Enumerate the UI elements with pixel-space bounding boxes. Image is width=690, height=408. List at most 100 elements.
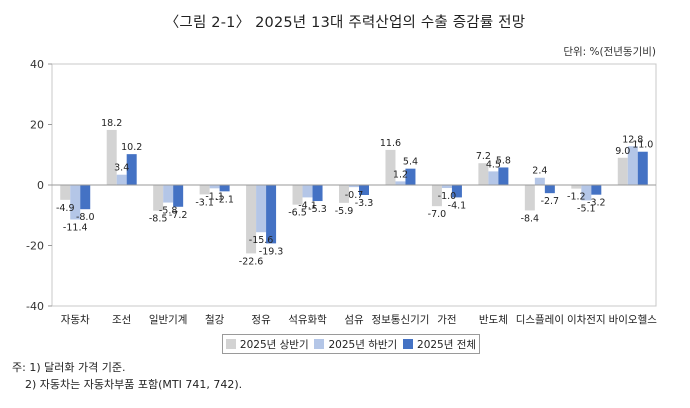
y-tick-label: 20 — [30, 119, 44, 132]
data-label: -1.2 — [567, 192, 586, 203]
data-label: 4.5 — [486, 159, 501, 170]
bar — [478, 163, 489, 185]
data-label: 7.2 — [476, 151, 491, 162]
legend-item-second-half: 2025년 하반기 — [314, 337, 397, 352]
x-tick-label: 석유화학 — [288, 314, 327, 326]
data-label: 11.0 — [632, 140, 653, 151]
data-label: -5.9 — [335, 206, 354, 217]
data-label: -8.4 — [521, 213, 540, 224]
bar — [431, 185, 442, 207]
x-tick-label: 이차전지 — [567, 314, 606, 326]
data-label: -4.1 — [448, 200, 467, 211]
bar — [451, 185, 462, 198]
y-tick-label: -20 — [26, 240, 44, 253]
legend-swatch-second-half — [314, 339, 325, 349]
bar-chart: 40200-20-40-4.9-11.4-8.018.23.410.2-8.5-… — [26, 58, 658, 326]
data-label: -8.0 — [76, 212, 95, 223]
data-label: -3.1 — [195, 197, 214, 208]
x-tick-label: 가전 — [437, 314, 456, 326]
y-tick-label: 40 — [30, 58, 44, 71]
bar — [153, 185, 164, 211]
data-label: 9.0 — [615, 146, 630, 157]
bar — [571, 185, 582, 189]
footnotes: 주: 1) 달러화 가격 기준. 2) 자동차는 자동차부품 포함(MTI 74… — [12, 359, 242, 393]
bar — [106, 129, 117, 185]
bar — [385, 149, 396, 185]
bar — [617, 157, 628, 185]
bar — [581, 185, 592, 201]
unit-label: 단위: %(전년동기비) — [563, 46, 656, 58]
data-label: 2.4 — [532, 166, 547, 177]
y-tick-label: -40 — [26, 300, 44, 313]
bar — [339, 185, 349, 203]
data-label: -6.5 — [288, 208, 307, 219]
bar — [173, 185, 184, 207]
bar — [116, 174, 127, 185]
data-label: -3.2 — [587, 198, 606, 209]
bar — [488, 171, 499, 185]
bar — [70, 185, 81, 220]
bar — [256, 185, 267, 233]
data-label: -1.0 — [438, 191, 457, 202]
data-label: -2.1 — [215, 194, 234, 205]
data-label: -2.7 — [541, 196, 560, 207]
bar — [627, 146, 638, 185]
bar — [266, 185, 277, 244]
bar — [405, 168, 416, 185]
data-label: -5.1 — [577, 203, 596, 214]
x-tick-label: 철강 — [205, 314, 225, 326]
data-label: -7.2 — [169, 210, 188, 221]
legend-item-full-year: 2025년 전체 — [403, 337, 476, 352]
data-label: -8.5 — [149, 214, 168, 225]
bar — [312, 185, 323, 202]
data-label: -4.9 — [56, 203, 75, 214]
bar — [80, 185, 91, 210]
data-label: -1.1 — [205, 191, 224, 202]
data-label: 1.2 — [393, 169, 408, 180]
data-label: -19.3 — [259, 246, 284, 257]
bar — [126, 154, 137, 185]
legend-swatch-first-half — [225, 339, 236, 349]
data-label: 3.4 — [114, 163, 129, 174]
bar — [524, 185, 535, 211]
data-label: -5.8 — [159, 206, 178, 217]
x-tick-label: 정보통신기기 — [371, 314, 429, 326]
legend-label-full-year: 2025년 전체 — [417, 338, 477, 351]
data-label: 12.8 — [622, 134, 643, 145]
data-label: 10.2 — [121, 142, 142, 153]
x-tick-label: 디스플레이 — [516, 314, 564, 326]
bar — [544, 185, 555, 194]
x-tick-label: 섬유 — [344, 314, 364, 326]
bar — [395, 181, 406, 185]
x-tick-label: 일반기계 — [149, 313, 188, 326]
bar — [534, 177, 545, 185]
data-label: 18.2 — [101, 118, 122, 129]
bar — [246, 185, 257, 254]
bar — [209, 185, 220, 189]
data-label: -4.1 — [298, 200, 317, 211]
bar — [219, 185, 230, 192]
bar — [637, 151, 648, 185]
legend-swatch-full-year — [403, 339, 414, 349]
x-tick-label: 조선 — [112, 314, 131, 326]
bar — [302, 185, 313, 198]
bar — [60, 185, 71, 200]
data-label: 11.6 — [380, 138, 401, 149]
data-label: 5.4 — [403, 157, 418, 168]
x-tick-label: 자동차 — [61, 314, 90, 326]
bar — [591, 185, 602, 195]
x-tick-label: 정유 — [251, 314, 271, 326]
x-tick-label: 바이오헬스 — [609, 314, 658, 326]
x-tick-label: 반도체 — [479, 314, 508, 326]
bar — [441, 185, 452, 189]
legend-label-first-half: 2025년 상반기 — [239, 338, 309, 351]
bar — [359, 185, 369, 195]
data-label: -3.3 — [355, 198, 374, 209]
bar — [199, 185, 210, 195]
data-label: -7.0 — [428, 209, 447, 220]
chart-title: 〈그림 2-1〉 2025년 13대 주력산업의 수출 증감률 전망 — [164, 15, 526, 31]
data-label: -0.7 — [345, 190, 364, 201]
bar — [349, 185, 359, 188]
data-label: 5.8 — [496, 155, 511, 166]
y-tick-label: 0 — [37, 179, 44, 192]
